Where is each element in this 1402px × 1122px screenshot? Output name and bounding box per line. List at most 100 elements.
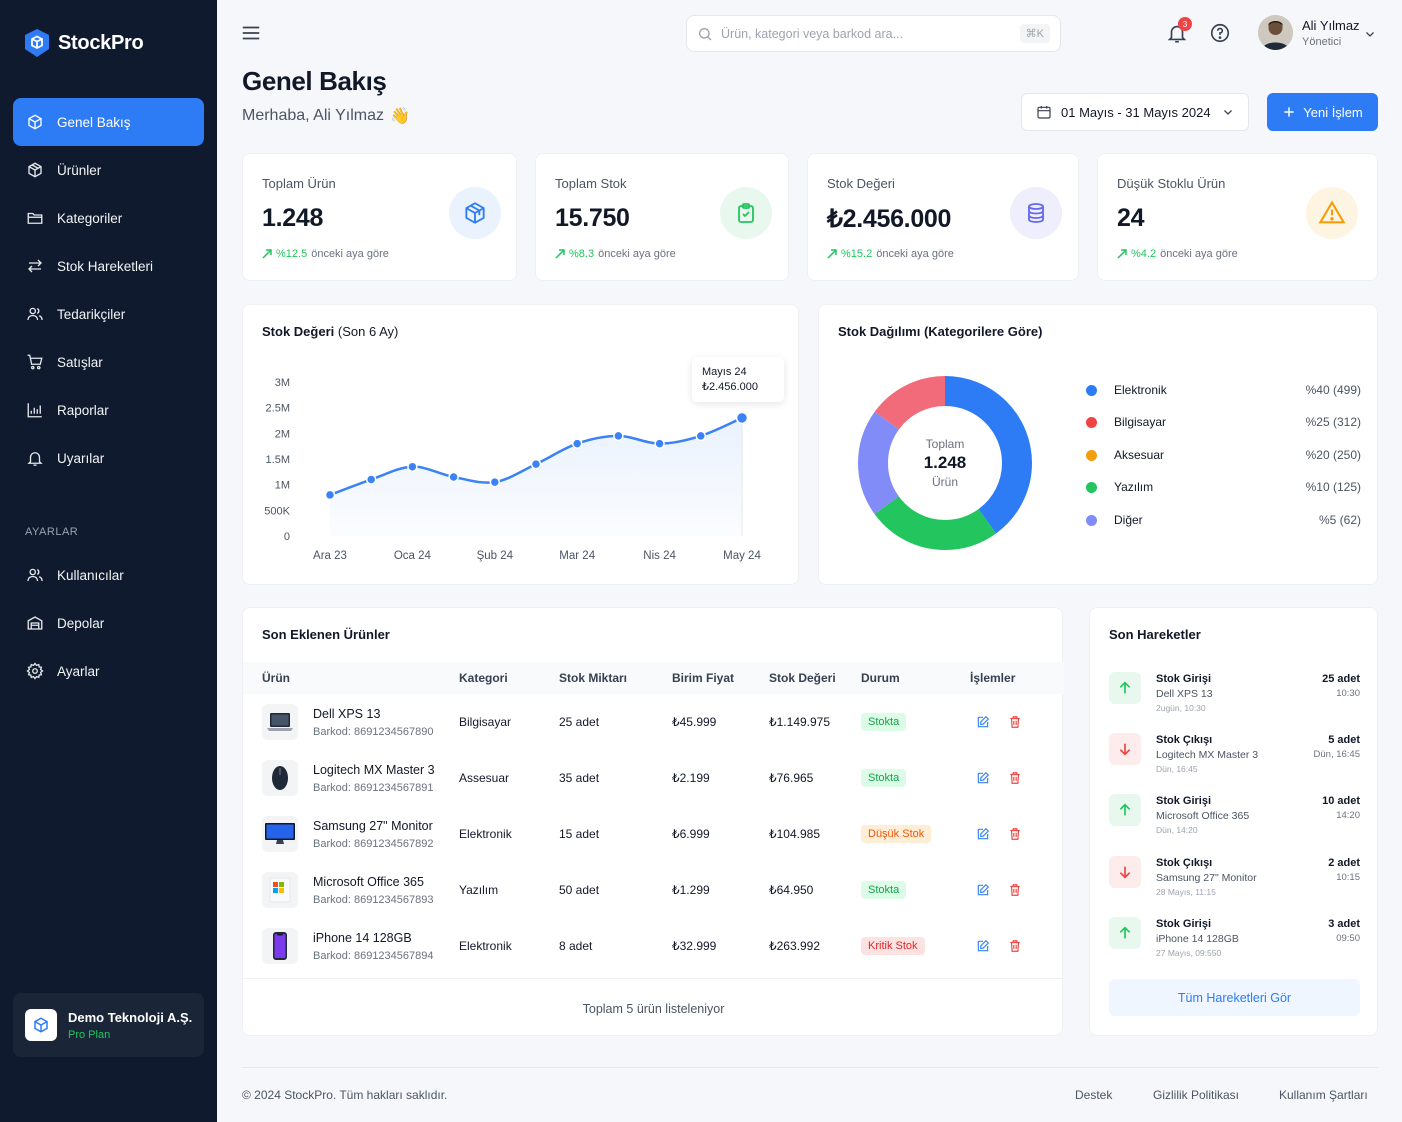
sidebar-item-categories[interactable]: Kategoriler — [13, 194, 204, 242]
data-point[interactable] — [365, 474, 377, 485]
delete-icon[interactable] — [1008, 771, 1022, 785]
stat-change-pct: %12.5 — [276, 248, 308, 260]
edit-icon[interactable] — [976, 939, 990, 953]
date-range-picker[interactable]: 01 Mayıs - 31 Mayıs 2024 — [1021, 93, 1249, 131]
monitor-icon — [262, 816, 298, 852]
table-row[interactable]: iPhone 14 128GB Barkod: 8691234567894 Ele… — [243, 918, 1064, 974]
calendar-icon — [1037, 106, 1051, 119]
stat-change-pct: %15.2 — [841, 248, 873, 260]
sidebar-item-products[interactable]: Ürünler — [13, 146, 204, 194]
data-point[interactable] — [571, 438, 583, 449]
menu-icon[interactable] — [240, 22, 262, 44]
edit-icon[interactable] — [976, 771, 990, 785]
edit-icon[interactable] — [976, 827, 990, 841]
line-area — [330, 417, 742, 536]
plus-icon — [1284, 107, 1294, 117]
sidebar-item-suppliers[interactable]: Tedarikçiler — [13, 290, 204, 338]
y-tick-label: 1.5M — [266, 454, 290, 466]
logo[interactable]: StockPro — [24, 28, 144, 58]
box-icon — [28, 162, 42, 178]
footer-link-support[interactable]: Destek — [1075, 1088, 1113, 1102]
help-icon[interactable] — [1209, 22, 1231, 44]
new-transaction-button[interactable]: Yeni İşlem — [1267, 93, 1378, 131]
data-point[interactable] — [695, 430, 707, 442]
donut-slice[interactable] — [858, 376, 1032, 550]
legend-item-accessory[interactable]: Aksesuar %20 (250) — [1086, 448, 1361, 462]
edit-icon[interactable] — [976, 715, 990, 729]
product-name[interactable]: iPhone 14 128GB — [313, 930, 412, 945]
legend-value: %25 (312) — [1305, 415, 1361, 429]
footer-link-privacy[interactable]: Gizlilik Politikası — [1153, 1088, 1240, 1102]
donut-slice[interactable] — [858, 376, 1032, 550]
movement-quantity: 5 adet — [1328, 734, 1360, 746]
product-name[interactable]: Dell XPS 13 — [313, 706, 381, 721]
legend-item-electronics[interactable]: Elektronik %40 (499) — [1086, 383, 1361, 397]
sidebar-item-overview[interactable]: Genel Bakış — [13, 98, 204, 146]
clipboard-check-icon — [720, 187, 772, 239]
table-row[interactable]: Logitech MX Master 3 Barkod: 869123456789… — [243, 750, 1064, 806]
y-tick-label: 1M — [275, 480, 290, 492]
movement-item[interactable]: Stok Girişi Dell XPS 13 2ugün, 10:30 25 … — [1109, 672, 1360, 718]
data-point[interactable] — [735, 411, 749, 425]
stat-change-text: önceki aya göre — [876, 248, 954, 260]
chart-tooltip: Mayıs 24 ₺2.456.000 — [692, 357, 784, 402]
movement-product: iPhone 14 128GB — [1156, 933, 1239, 945]
sidebar-item-label: Ayarlar — [57, 663, 100, 679]
sidebar-item-settings[interactable]: Ayarlar — [13, 647, 204, 695]
movement-item[interactable]: Stok Çıkışı Logitech MX Master 3 Dün, 16… — [1109, 733, 1360, 779]
table-row[interactable]: Samsung 27" Monitor Barkod: 8691234567892… — [243, 806, 1064, 862]
user-name[interactable]: Ali Yılmaz — [1302, 18, 1360, 33]
legend-item-software[interactable]: Yazılım %10 (125) — [1086, 480, 1361, 494]
sidebar-item-label: Depolar — [57, 615, 105, 631]
col-actions: İşlemler — [970, 662, 1064, 694]
movement-type: Stok Girişi — [1156, 673, 1212, 685]
delete-icon[interactable] — [1008, 827, 1022, 841]
company-switcher[interactable]: Demo Teknoloji A.Ş. Pro Plan — [13, 993, 204, 1057]
legend-label: Diğer — [1114, 513, 1143, 527]
footer-link-terms[interactable]: Kullanım Şartları — [1279, 1088, 1368, 1102]
delete-icon[interactable] — [1008, 715, 1022, 729]
data-point[interactable] — [407, 461, 418, 472]
movement-item[interactable]: Stok Girişi Microsoft Office 365 Dün, 14… — [1109, 794, 1360, 840]
date-range-text: 01 Mayıs - 31 Mayıs 2024 — [1061, 104, 1211, 120]
sidebar-item-users[interactable]: Kullanıcılar — [13, 551, 204, 599]
delete-icon[interactable] — [1008, 939, 1022, 953]
product-name[interactable]: Microsoft Office 365 — [313, 874, 424, 889]
arrow-up-icon — [1109, 917, 1141, 949]
edit-icon[interactable] — [976, 883, 990, 897]
chevron-down-icon[interactable] — [1364, 28, 1376, 40]
legend-item-computer[interactable]: Bilgisayar %25 (312) — [1086, 415, 1361, 429]
movement-item[interactable]: Stok Çıkışı Samsung 27" Monitor 28 Mayıs… — [1109, 856, 1360, 902]
avatar[interactable] — [1258, 15, 1293, 50]
stat-label: Stok Değeri — [827, 176, 895, 191]
search-input[interactable] — [721, 26, 1012, 41]
data-point[interactable] — [324, 489, 336, 501]
legend-item-other[interactable]: Diğer %5 (62) — [1086, 513, 1361, 527]
table-row[interactable]: Dell XPS 13 Barkod: 8691234567890 Bilgisa… — [243, 694, 1064, 750]
product-name[interactable]: Samsung 27" Monitor — [313, 818, 433, 833]
sidebar-item-alerts[interactable]: Uyarılar — [13, 434, 204, 482]
donut-slice[interactable] — [858, 376, 1032, 550]
status-badge: Düşük Stok — [861, 825, 932, 843]
sidebar-item-sales[interactable]: Satışlar — [13, 338, 204, 386]
table-row[interactable]: Microsoft Office 365 Barkod: 869123456789… — [243, 862, 1064, 918]
product-name[interactable]: Logitech MX Master 3 — [313, 762, 435, 777]
movement-item[interactable]: Stok Girişi iPhone 14 128GB 27 Mayıs, 09… — [1109, 917, 1360, 963]
sidebar-item-reports[interactable]: Raporlar — [13, 386, 204, 434]
delete-icon[interactable] — [1008, 883, 1022, 897]
data-point[interactable] — [448, 471, 459, 483]
col-product: Ürün — [243, 662, 459, 694]
sidebar-item-warehouses[interactable]: Depolar — [13, 599, 204, 647]
data-point[interactable] — [654, 438, 665, 449]
trend-up-icon — [1117, 249, 1127, 259]
y-tick-label: 2M — [275, 428, 290, 440]
data-point[interactable] — [613, 430, 624, 442]
col-category: Kategori — [459, 662, 559, 694]
sidebar-item-stock-movements[interactable]: Stok Hareketleri — [13, 242, 204, 290]
data-point[interactable] — [489, 476, 501, 488]
sidebar: StockPro Genel Bakış Ürünler Kategoriler… — [0, 0, 217, 1122]
legend-dot — [1086, 449, 1097, 461]
view-all-movements-button[interactable]: Tüm Hareketleri Gör — [1109, 979, 1360, 1016]
stat-label: Toplam Ürün — [262, 176, 336, 191]
data-point[interactable] — [530, 458, 542, 470]
